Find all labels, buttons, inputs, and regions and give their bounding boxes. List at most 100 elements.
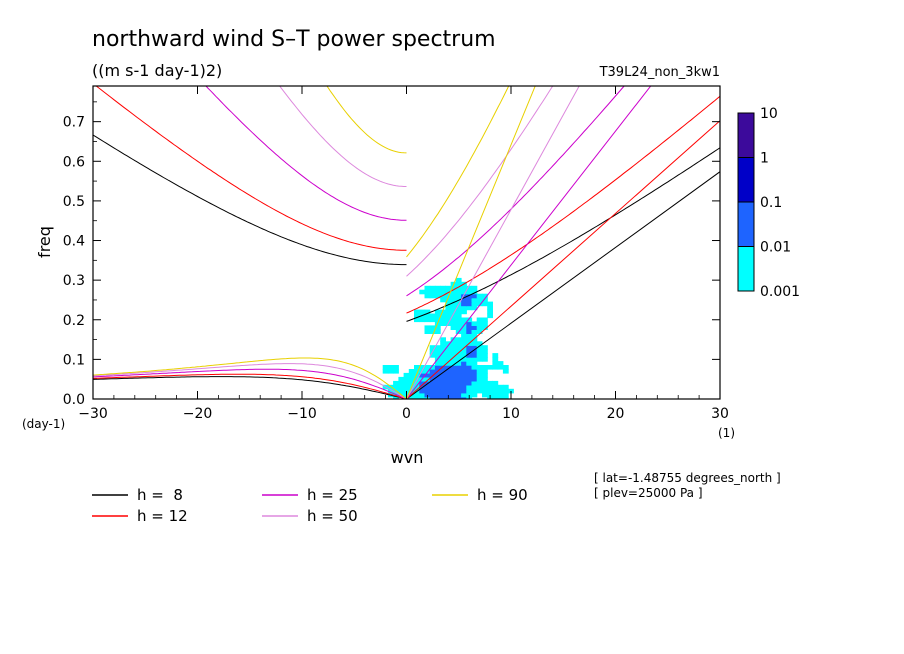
heatmap-cell (450, 396, 457, 399)
heatmap-cell (455, 345, 462, 350)
heatmap-cell (445, 309, 452, 315)
heatmap-cell (482, 345, 488, 350)
heatmap-cell (429, 289, 436, 295)
heatmap-cell (466, 349, 473, 354)
heatmap-cell (455, 321, 462, 326)
dispersion-curve (406, 95, 720, 314)
heatmap-cell (440, 321, 446, 326)
colorbar-label: 0.01 (760, 240, 791, 256)
heatmap-cell (424, 380, 431, 386)
heatmap-cell (440, 392, 446, 398)
heatmap-cell (440, 297, 446, 303)
legend-label: h = 8 (137, 486, 183, 504)
heatmap-cell (434, 349, 441, 354)
heatmap-cell (450, 357, 457, 362)
heatmap-cell (429, 353, 436, 358)
heatmap-cell (440, 380, 446, 386)
heatmap-cell (440, 361, 446, 366)
heatmap-cell (455, 361, 462, 366)
dispersion-curve (279, 86, 407, 187)
heatmap-cell (471, 369, 478, 374)
heatmap-cell (461, 321, 467, 326)
annotation-lat: [ lat=-1.48755 degrees_north ] (594, 471, 781, 485)
dispersion-curve (406, 86, 625, 297)
heatmap-cell (476, 380, 483, 386)
colorbar-label: 10 (760, 106, 778, 122)
heatmap-cell (482, 357, 488, 362)
x-tick-label: 30 (711, 406, 729, 422)
heatmap-cell (471, 285, 478, 291)
x-unit-label: (1) (718, 426, 735, 440)
heatmap-cell (461, 349, 467, 354)
x-tick-label: −10 (287, 406, 317, 422)
heatmap-cell (502, 369, 509, 374)
y-unit-label: (day-1) (22, 417, 65, 431)
heatmap-cell (492, 396, 499, 399)
heatmap-cell (445, 297, 452, 303)
heatmap-cell (482, 301, 488, 307)
heatmap-cell (445, 341, 452, 346)
heatmap-cell (471, 325, 478, 330)
legend-label: h = 25 (307, 486, 358, 504)
x-tick-label: −20 (183, 406, 213, 422)
heatmap-cell (414, 365, 420, 370)
heatmap-cell (455, 349, 462, 354)
heatmap-cell (398, 384, 405, 390)
heatmap-cell (461, 317, 467, 323)
colorbar: 10 1 0.1 0.01 0.001 (737, 106, 800, 300)
heatmap-cell (455, 313, 462, 319)
heatmap-cell (434, 325, 441, 330)
heatmap-cell (476, 376, 483, 382)
heatmap-cell (487, 365, 493, 370)
heatmap-cell (424, 384, 431, 390)
heatmap-cell (482, 321, 488, 326)
dispersion-curve (326, 86, 407, 154)
heatmap-cell (471, 357, 478, 362)
heatmap-cell (424, 289, 431, 295)
heatmap-cell (455, 392, 462, 398)
heatmap-cell (466, 372, 473, 378)
heatmap-cell (445, 357, 452, 362)
heatmap-cell (434, 380, 441, 386)
heatmap-cell (455, 325, 462, 330)
heatmap-cell (461, 309, 467, 315)
heatmap-cell (403, 380, 410, 386)
x-axis-label: wvn (391, 448, 424, 467)
heatmap-cell (455, 380, 462, 386)
heatmap-cell (424, 329, 431, 334)
heatmap-cell (419, 380, 426, 386)
heatmap-cell (424, 293, 431, 299)
heatmap-cell (482, 372, 488, 378)
heatmap-cell (440, 353, 446, 358)
heatmap-cell (461, 289, 467, 295)
heatmap-cell (429, 384, 436, 390)
heatmap-cell (403, 372, 410, 378)
y-tick-label: 0.5 (63, 194, 85, 210)
heatmap-cell (450, 388, 457, 394)
heatmap-cell (382, 369, 389, 374)
heatmap-cell (455, 309, 462, 315)
x-tick-label: 10 (502, 406, 520, 422)
heatmap-cell (466, 353, 473, 358)
plot-frame (92, 85, 721, 400)
heatmap-cell (414, 380, 420, 386)
heatmap-cell (466, 357, 473, 362)
heatmap-cell (419, 372, 426, 378)
heatmap-cell (440, 313, 446, 319)
heatmap-cell (450, 301, 457, 307)
dispersion-curve (93, 373, 407, 399)
dispersion-curve (93, 363, 407, 399)
heatmap-cell (461, 388, 467, 394)
heatmap-cell (466, 325, 473, 330)
heatmap-cell (424, 317, 431, 323)
heatmap-cell (403, 376, 410, 382)
heatmap-cell (476, 365, 483, 370)
heatmap-cell (445, 285, 452, 291)
heatmap-cell (434, 376, 441, 382)
heatmap-cell (408, 376, 415, 382)
heatmap-cell (445, 372, 452, 378)
heatmap-cell (492, 353, 499, 358)
heatmap-cell (487, 301, 493, 307)
heatmap-cell (482, 297, 488, 303)
heatmap-cell (461, 285, 467, 291)
